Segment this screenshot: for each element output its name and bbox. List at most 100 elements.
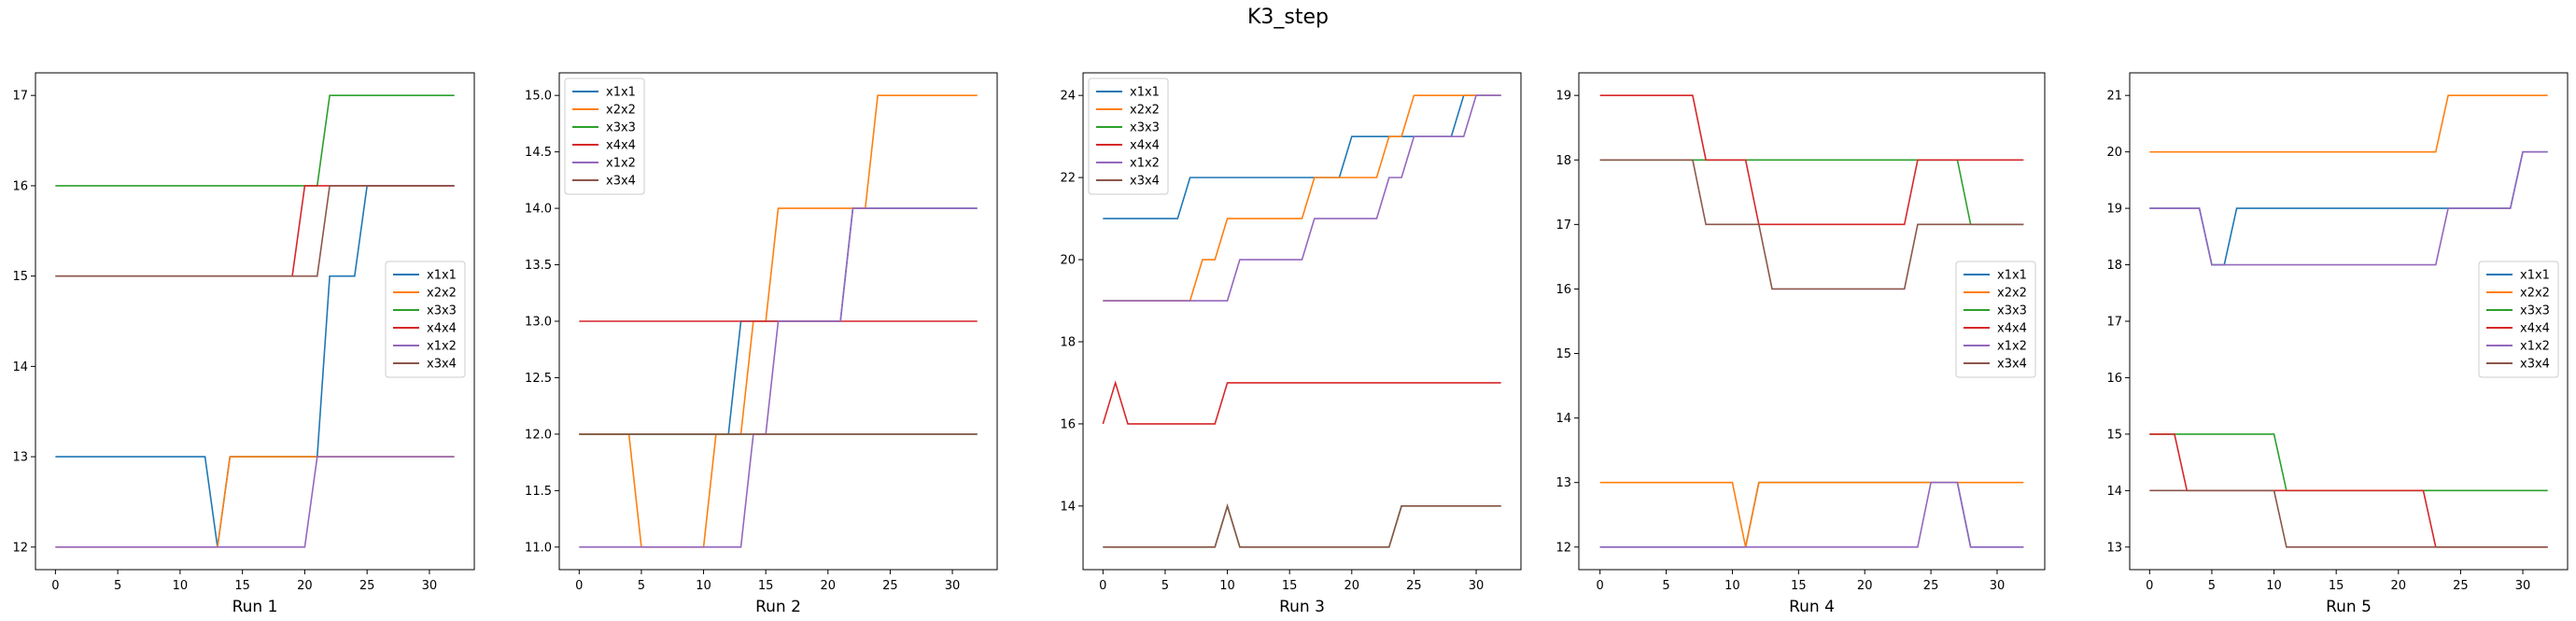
x-tick-label: 30 <box>1469 579 1485 593</box>
series-line-x1x2 <box>1599 481 2024 548</box>
x-tick-label: 15 <box>1791 579 1807 593</box>
y-tick-label: 15.0 <box>525 90 552 104</box>
x-axis-label: Run 3 <box>1279 598 1325 616</box>
y-tick-label: 18 <box>1555 154 1571 168</box>
x-axis-label: Run 4 <box>1789 598 1835 616</box>
legend-label-x4x4: x4x4 <box>427 322 457 336</box>
series-line-x3x3 <box>1599 159 2024 226</box>
legend-label-x3x4: x3x4 <box>1130 175 1160 189</box>
series-line-x3x3 <box>55 94 455 187</box>
x-tick-label: 20 <box>2391 579 2407 593</box>
y-tick-label: 19 <box>1555 90 1571 104</box>
y-tick-label: 13 <box>1555 476 1571 490</box>
x-axis-label: Run 5 <box>2326 598 2372 616</box>
y-tick-label: 14.0 <box>525 203 552 217</box>
x-tick-label: 30 <box>945 579 961 593</box>
legend-label-x1x2: x1x2 <box>1997 340 2027 354</box>
subplot-run-4: 0 5 10 15 20 25 30 12 13 14 15 16 17 18 19 Run 4 x1x1 x2x… <box>1555 72 2046 616</box>
y-tick-label: 14 <box>2106 485 2122 499</box>
y-tick-label: 12.0 <box>525 428 552 442</box>
y-tick-label: 16 <box>12 179 28 193</box>
legend-label-x2x2: x2x2 <box>1130 104 1160 118</box>
x-tick-label: 15 <box>1282 579 1298 593</box>
x-tick-label: 0 <box>575 579 583 593</box>
legend-label-x3x3: x3x3 <box>1997 304 2027 318</box>
x-tick-label: 5 <box>638 579 645 593</box>
legend-label-x4x4: x4x4 <box>1130 139 1160 153</box>
legend-label-x1x2: x1x2 <box>2520 340 2550 354</box>
legend-label-x2x2: x2x2 <box>427 287 457 301</box>
x-tick-label: 20 <box>1344 579 1360 593</box>
legend-label-x3x3: x3x3 <box>427 304 457 318</box>
legend-label-x1x1: x1x1 <box>2520 269 2550 283</box>
x-tick-label: 0 <box>1597 579 1604 593</box>
x-tick-label: 10 <box>173 579 189 593</box>
legend-label-x3x4: x3x4 <box>2520 358 2550 372</box>
y-tick-label: 20 <box>2106 146 2122 160</box>
y-tick-label: 11.5 <box>525 485 552 499</box>
legend-label-x3x3: x3x3 <box>1130 121 1160 135</box>
y-tick-label: 15 <box>12 270 28 284</box>
y-tick-label: 13.5 <box>525 259 552 273</box>
y-tick-label: 15 <box>2106 428 2122 442</box>
y-tick-label: 16 <box>2106 372 2122 386</box>
x-tick-label: 25 <box>2453 579 2469 593</box>
x-tick-label: 20 <box>297 579 313 593</box>
legend-label-x3x3: x3x3 <box>606 121 636 135</box>
x-axis-label: Run 2 <box>755 598 801 616</box>
legend: x1x1 x2x2 x3x3 x4x4 x1x2 x3x4 <box>385 261 466 378</box>
axes-frame <box>1578 72 2046 571</box>
subplot-run-1: 0 5 10 15 20 25 30 12 13 14 15 16 17 Run 1 x1x1 x2x2 x3x… <box>12 72 475 616</box>
series-line-x2x2 <box>2149 94 2548 153</box>
legend-box <box>564 78 645 195</box>
x-tick-label: 25 <box>882 579 898 593</box>
axes-frame <box>35 72 475 571</box>
y-tick-label: 11.0 <box>525 541 552 555</box>
x-tick-label: 15 <box>234 579 250 593</box>
x-tick-label: 30 <box>1990 579 2006 593</box>
legend-label-x1x1: x1x1 <box>1130 86 1160 100</box>
series-line-x4x4 <box>1102 380 1501 425</box>
legend-box <box>1955 261 2036 378</box>
y-tick-label: 14 <box>12 360 28 374</box>
subplot-run-3: 0 5 10 15 20 25 30 14 16 18 20 22 24 Run 3 x1x1 x2x2 x3x… <box>1060 72 1522 616</box>
x-tick-label: 30 <box>2515 579 2531 593</box>
y-tick-label: 12.5 <box>525 372 552 386</box>
legend-label-x3x4: x3x4 <box>427 358 457 372</box>
y-tick-label: 13 <box>2106 541 2122 555</box>
legend-label-x2x2: x2x2 <box>1997 287 2027 301</box>
series-line-x1x2 <box>2149 150 2548 266</box>
x-tick-label: 10 <box>1219 579 1235 593</box>
legend-label-x1x1: x1x1 <box>427 269 457 283</box>
legend: x1x1 x2x2 x3x3 x4x4 x1x2 x3x4 <box>1955 261 2036 378</box>
y-tick-label: 16 <box>1060 417 1076 431</box>
series-line-x3x4 <box>2149 489 2548 548</box>
legend-label-x1x2: x1x2 <box>1130 157 1160 171</box>
legend-label-x2x2: x2x2 <box>606 104 636 118</box>
legend-label-x4x4: x4x4 <box>2520 322 2550 336</box>
legend: x1x1 x2x2 x3x3 x4x4 x1x2 x3x4 <box>1088 78 1169 195</box>
y-tick-label: 17 <box>2106 316 2122 330</box>
legend-label-x1x2: x1x2 <box>606 157 636 171</box>
series-line-x3x3 <box>1103 503 1501 548</box>
x-tick-label: 25 <box>1923 579 1939 593</box>
legend-box <box>1088 78 1169 195</box>
figure-title: K3_step <box>1246 6 1329 29</box>
x-tick-label: 5 <box>1161 579 1169 593</box>
series-line-x1x2 <box>55 456 455 548</box>
series-line-x3x3 <box>2149 433 2548 492</box>
x-tick-label: 25 <box>359 579 375 593</box>
x-tick-label: 30 <box>422 579 438 593</box>
legend: x1x1 x2x2 x3x3 x4x4 x1x2 x3x4 <box>2478 261 2559 378</box>
y-tick-label: 17 <box>12 90 28 104</box>
y-tick-label: 12 <box>1555 541 1571 555</box>
x-axis-label: Run 1 <box>232 598 278 616</box>
legend-label-x1x2: x1x2 <box>427 340 457 354</box>
x-tick-label: 10 <box>1724 579 1740 593</box>
x-tick-label: 5 <box>1662 579 1669 593</box>
legend-label-x3x4: x3x4 <box>606 175 636 189</box>
legend-box <box>385 261 466 378</box>
legend-label-x3x4: x3x4 <box>1997 358 2027 372</box>
y-tick-label: 21 <box>2106 90 2122 104</box>
